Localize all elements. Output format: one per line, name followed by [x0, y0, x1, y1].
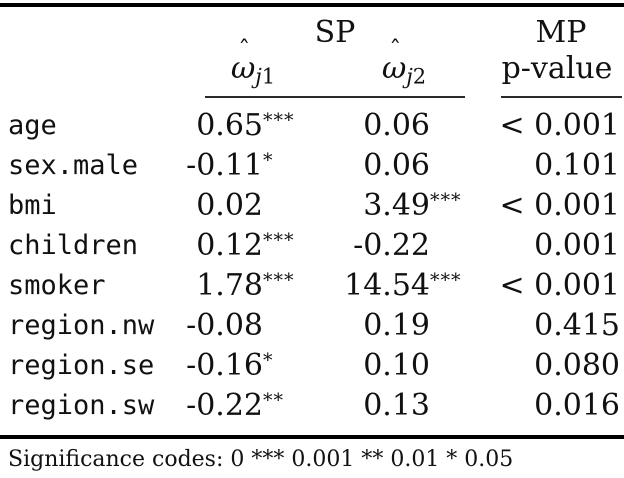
value-number: -0.22	[353, 228, 430, 263]
omega-j2-value: -0.22	[290, 226, 430, 266]
value-number: -0.16	[186, 348, 263, 383]
p-value-cell: < 0.001	[499, 108, 620, 143]
row-label: sex.male	[8, 150, 139, 181]
col-header-omega-j2: ˆ ωj2	[381, 36, 427, 89]
significance-stars: ***	[263, 229, 295, 252]
value-number: -0.11	[186, 148, 263, 183]
row-label: children	[8, 230, 139, 261]
table-row: region.se -0.16* 0.10 0.080	[0, 346, 624, 386]
significance-stars: ***	[430, 189, 462, 212]
p-value-cell: 0.001	[534, 228, 620, 263]
row-label: region.se	[8, 350, 155, 381]
significance-stars: ***	[263, 269, 295, 292]
p-value-cell: < 0.001	[499, 188, 620, 223]
omega-j2-value: 14.54***	[290, 266, 462, 306]
value-number: -0.08	[186, 308, 263, 343]
significance-stars: ***	[430, 269, 462, 292]
table-row: sex.male -0.11* 0.06 0.101	[0, 146, 624, 186]
col-header-pvalue: p-value	[501, 51, 613, 86]
row-label: smoker	[8, 270, 106, 301]
omega-j2-value: 0.19	[290, 306, 430, 346]
significance-stars: ***	[263, 109, 295, 132]
significance-note: Significance codes: 0 *** 0.001 ** 0.01 …	[8, 447, 514, 472]
omega-j1-value: 0.65***	[150, 106, 295, 146]
bottom-rule	[0, 435, 624, 439]
omega-j1-value: 0.12***	[150, 226, 295, 266]
omega-j1-value: 1.78***	[150, 266, 295, 306]
omega-j2-value: 0.06	[290, 106, 430, 146]
row-label: age	[8, 110, 57, 141]
mp-column-underline	[501, 96, 622, 98]
table-row: age 0.65*** 0.06 < 0.001	[0, 106, 624, 146]
omega-j2-value: 3.49***	[290, 186, 462, 226]
value-number: -0.22	[186, 388, 263, 423]
omega-j1-value: 0.02	[150, 186, 263, 226]
value-number: 3.49	[363, 188, 430, 223]
table-row: smoker 1.78*** 14.54*** < 0.001	[0, 266, 624, 306]
hat-accent: ˆ	[238, 36, 251, 64]
significance-stars: *	[263, 149, 274, 172]
omega-j2-value: 0.13	[290, 386, 430, 426]
group-header-sp: SP	[314, 15, 356, 50]
top-rule	[0, 3, 624, 7]
p-value-cell: < 0.001	[499, 268, 620, 303]
value-number: 0.06	[363, 148, 430, 183]
table-row: bmi 0.02 3.49*** < 0.001	[0, 186, 624, 226]
p-value-cell: 0.101	[534, 148, 620, 183]
value-number: 0.19	[363, 308, 430, 343]
row-label: region.nw	[8, 310, 155, 341]
p-value-cell: 0.415	[534, 308, 620, 343]
omega-j1-value: -0.11*	[150, 146, 274, 186]
table-row: region.nw -0.08 0.19 0.415	[0, 306, 624, 346]
value-number: 14.54	[344, 268, 430, 303]
significance-stars: **	[263, 389, 284, 412]
value-number: 0.10	[363, 348, 430, 383]
omega-j1-value: -0.22**	[150, 386, 284, 426]
group-header-mp: MP	[535, 15, 587, 50]
row-label: bmi	[8, 190, 57, 221]
sp-columns-underline	[205, 96, 465, 98]
omega-j2-value: 0.06	[290, 146, 430, 186]
value-number: 0.65	[196, 108, 263, 143]
col-header-omega-j1: ˆ ωj1	[230, 36, 276, 89]
value-number: 0.13	[363, 388, 430, 423]
significance-stars: *	[263, 349, 274, 372]
table-row: children 0.12*** -0.22 0.001	[0, 226, 624, 266]
hat-accent: ˆ	[389, 36, 402, 64]
value-number: 0.02	[196, 188, 263, 223]
value-number: 1.78	[196, 268, 263, 303]
omega-j1-value: -0.16*	[150, 346, 274, 386]
row-label: region.sw	[8, 390, 155, 421]
value-number: 0.12	[196, 228, 263, 263]
value-number: 0.06	[363, 108, 430, 143]
table-row: region.sw -0.22** 0.13 0.016	[0, 386, 624, 426]
omega-j1-value: -0.08	[150, 306, 263, 346]
p-value-cell: 0.080	[534, 348, 620, 383]
omega-j2-value: 0.10	[290, 346, 430, 386]
p-value-cell: 0.016	[534, 388, 620, 423]
